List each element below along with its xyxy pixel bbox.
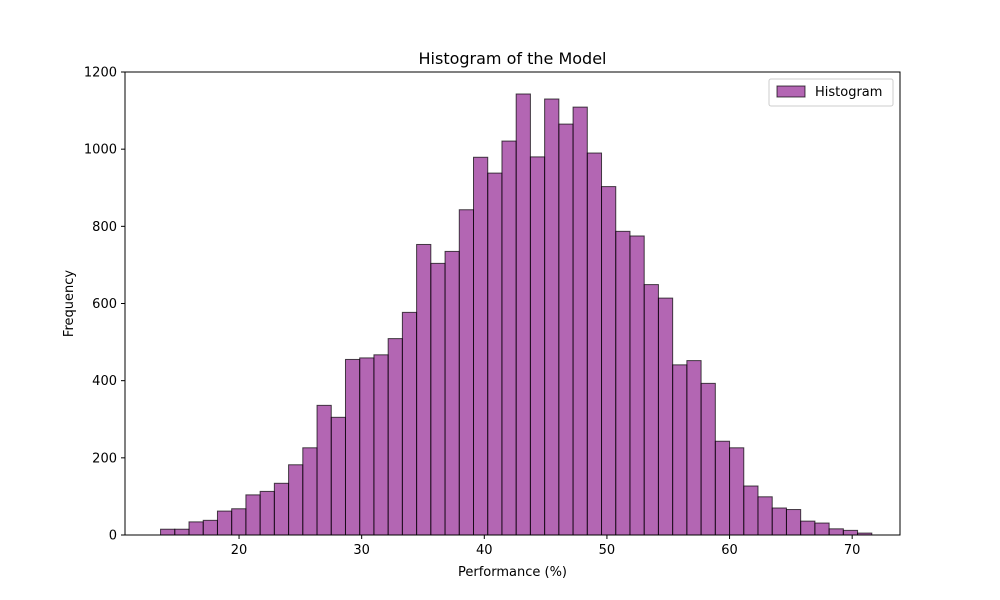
histogram-bar <box>487 172 503 536</box>
legend: Histogram <box>768 78 894 107</box>
histogram-bar <box>814 522 830 536</box>
histogram-bar <box>686 360 702 536</box>
histogram-bar <box>743 485 759 536</box>
histogram-bar <box>316 404 332 536</box>
legend-label: Histogram <box>815 85 882 100</box>
y-tick-label: 600 <box>92 297 117 312</box>
histogram-bar <box>473 156 489 536</box>
y-axis-label: Frequency <box>62 270 77 337</box>
histogram-bar <box>785 509 802 536</box>
histogram-bar <box>273 482 290 536</box>
histogram-bar <box>259 490 275 536</box>
histogram-bar <box>529 156 546 536</box>
histogram-bar <box>544 98 560 536</box>
y-tick-label: 800 <box>92 220 117 235</box>
histogram-bar <box>302 447 318 536</box>
histogram-bar <box>160 528 176 536</box>
histogram-bar <box>842 529 859 536</box>
histogram-bar <box>245 494 261 536</box>
histogram-bar <box>216 510 233 536</box>
histogram-bar <box>344 358 361 536</box>
histogram-bar <box>444 250 460 536</box>
histogram-bar <box>672 364 688 536</box>
histogram-bar <box>401 311 418 536</box>
histogram-bar <box>330 416 346 536</box>
x-axis-label: Performance (%) <box>458 565 567 580</box>
histogram-bar <box>288 464 304 536</box>
y-tick-label: 200 <box>92 451 117 466</box>
y-tick-label: 0 <box>109 529 117 544</box>
x-tick-label: 40 <box>476 543 493 558</box>
legend-swatch <box>776 85 806 98</box>
chart-title: Histogram of the Model <box>419 49 607 68</box>
histogram-bar <box>572 106 588 536</box>
histogram-bar <box>359 357 375 536</box>
histogram-bar <box>771 507 787 536</box>
histogram-bar <box>601 186 617 536</box>
x-tick-label: 60 <box>721 543 738 558</box>
histogram-bar <box>188 521 204 536</box>
histogram-bar <box>729 447 745 536</box>
x-tick-label: 30 <box>353 543 370 558</box>
x-axis-ticks: 20 30 40 50 60 70 <box>231 535 861 558</box>
histogram-bar <box>629 235 645 536</box>
histogram-bar <box>828 528 844 536</box>
histogram-bar <box>558 123 574 536</box>
histogram-bar <box>202 519 218 536</box>
histogram-bar <box>657 297 674 536</box>
histogram-bar <box>615 230 631 536</box>
histogram-bar <box>416 243 432 536</box>
histogram-bar <box>714 440 731 536</box>
histogram-bar <box>458 209 475 536</box>
histogram-bar <box>231 508 247 536</box>
histogram-bar <box>700 382 716 536</box>
histogram-bar <box>373 354 389 536</box>
histogram-bar <box>430 262 446 536</box>
y-tick-label: 1200 <box>84 66 117 81</box>
histogram-bar <box>586 152 603 536</box>
histogram-bar <box>501 140 517 536</box>
histogram-bar <box>515 93 531 536</box>
histogram-bar <box>757 496 773 536</box>
histogram-bar <box>174 528 190 536</box>
x-tick-label: 20 <box>231 543 248 558</box>
histogram-bar <box>800 520 816 536</box>
histogram-bar <box>387 338 403 536</box>
bars-group <box>160 93 873 536</box>
y-axis-ticks: 0 200 400 600 800 1000 1200 <box>84 66 125 544</box>
y-tick-label: 400 <box>92 374 117 389</box>
x-tick-label: 70 <box>844 543 861 558</box>
y-tick-label: 1000 <box>84 143 117 158</box>
x-tick-label: 50 <box>599 543 616 558</box>
histogram-bar <box>643 284 659 536</box>
